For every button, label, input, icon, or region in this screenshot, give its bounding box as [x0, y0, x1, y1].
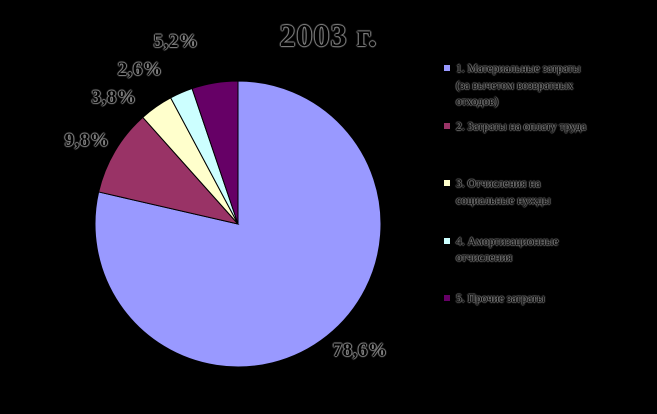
legend-label-1: 1. Материальные затраты (за вычетом возв…: [456, 63, 581, 108]
legend-item-5: 5. Прочие затраты: [444, 291, 644, 308]
legend-swatch-4: [444, 237, 450, 244]
legend-swatch-3: [444, 180, 450, 186]
pie-percent-label-4: 2,6%: [117, 59, 163, 80]
legend-label-2: 2. Затраты на оплату труда: [456, 120, 587, 133]
pie-percent-label-5: 5,2%: [153, 31, 199, 52]
legend-swatch-1: [444, 65, 450, 71]
legend-swatch-5: [444, 295, 450, 301]
legend-item-1: 1. Материальные затраты (за вычетом возв…: [444, 61, 644, 111]
legend-item-3: 3. Отчисления на социальные нужды: [444, 176, 644, 209]
pie-percent-label-2: 9,8%: [64, 130, 110, 151]
legend-swatch-2: [444, 122, 450, 129]
pie-percent-label-1: 78,6%: [332, 340, 388, 361]
pie-slice-2: [98, 116, 240, 225]
pie-slice-1: [94, 80, 382, 368]
pie-slice-5: [191, 80, 239, 225]
legend-item-4: 4. Амортизационные отчисления: [444, 234, 644, 267]
legend-label-5: 5. Прочие затраты: [456, 293, 545, 305]
chart-title: 2003 г.: [279, 17, 378, 53]
legend-label-4: 4. Амортизационные отчисления: [456, 235, 559, 265]
pie-percent-label-3: 3,8%: [91, 87, 137, 108]
legend-label-3: 3. Отчисления на социальные нужды: [456, 178, 551, 207]
legend-item-2: 2. Затраты на оплату труда: [444, 119, 644, 136]
